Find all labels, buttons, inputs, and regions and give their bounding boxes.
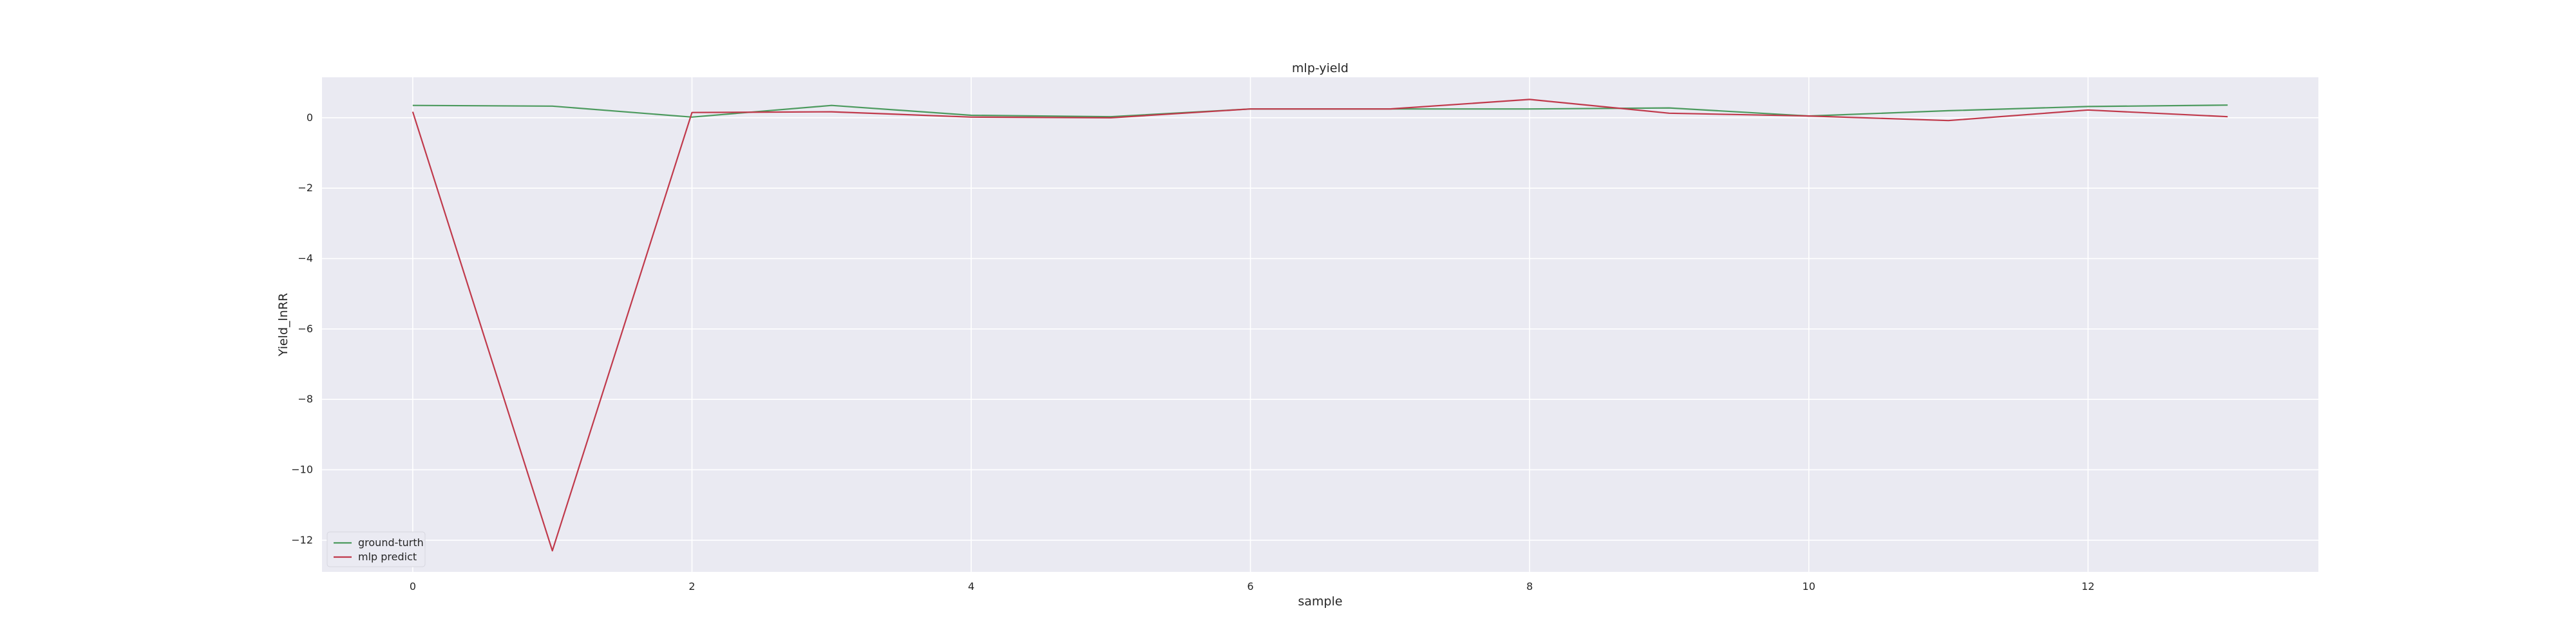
y-axis-label: Yield_lnRR	[276, 293, 290, 357]
grid	[322, 77, 2318, 572]
legend-label: ground-turth	[358, 536, 424, 549]
y-tick-label: −6	[298, 323, 313, 335]
series-line-mlp-predict	[412, 99, 2228, 552]
y-tick-label: −12	[291, 534, 313, 546]
legend: ground-turth mlp predict	[327, 531, 426, 567]
x-tick-label: 4	[968, 580, 974, 592]
y-tick-label: −8	[298, 393, 313, 405]
x-axis-label: sample	[1298, 594, 1342, 609]
y-tick-label: −4	[298, 252, 313, 265]
y-tick-label: −10	[291, 463, 313, 475]
x-tick-label: 8	[1526, 580, 1533, 592]
series-layer	[412, 99, 2228, 552]
legend-box	[327, 531, 426, 567]
chart-title: mlp-yield	[1292, 61, 1349, 75]
plot-area	[322, 77, 2318, 572]
x-tick-label: 2	[688, 580, 695, 592]
x-tick-label: 10	[1803, 580, 1815, 592]
legend-label: mlp predict	[358, 551, 417, 563]
x-tick-label: 0	[410, 580, 416, 592]
y-tick-label: −2	[298, 182, 313, 194]
x-tick-label: 6	[1247, 580, 1254, 592]
ticks-layer: 0 2 4 6 8 10 12 0 −2 −4 −6 −8 −10 −12	[291, 111, 2094, 592]
x-tick-label: 12	[2081, 580, 2094, 592]
y-tick-label: 0	[307, 111, 313, 124]
